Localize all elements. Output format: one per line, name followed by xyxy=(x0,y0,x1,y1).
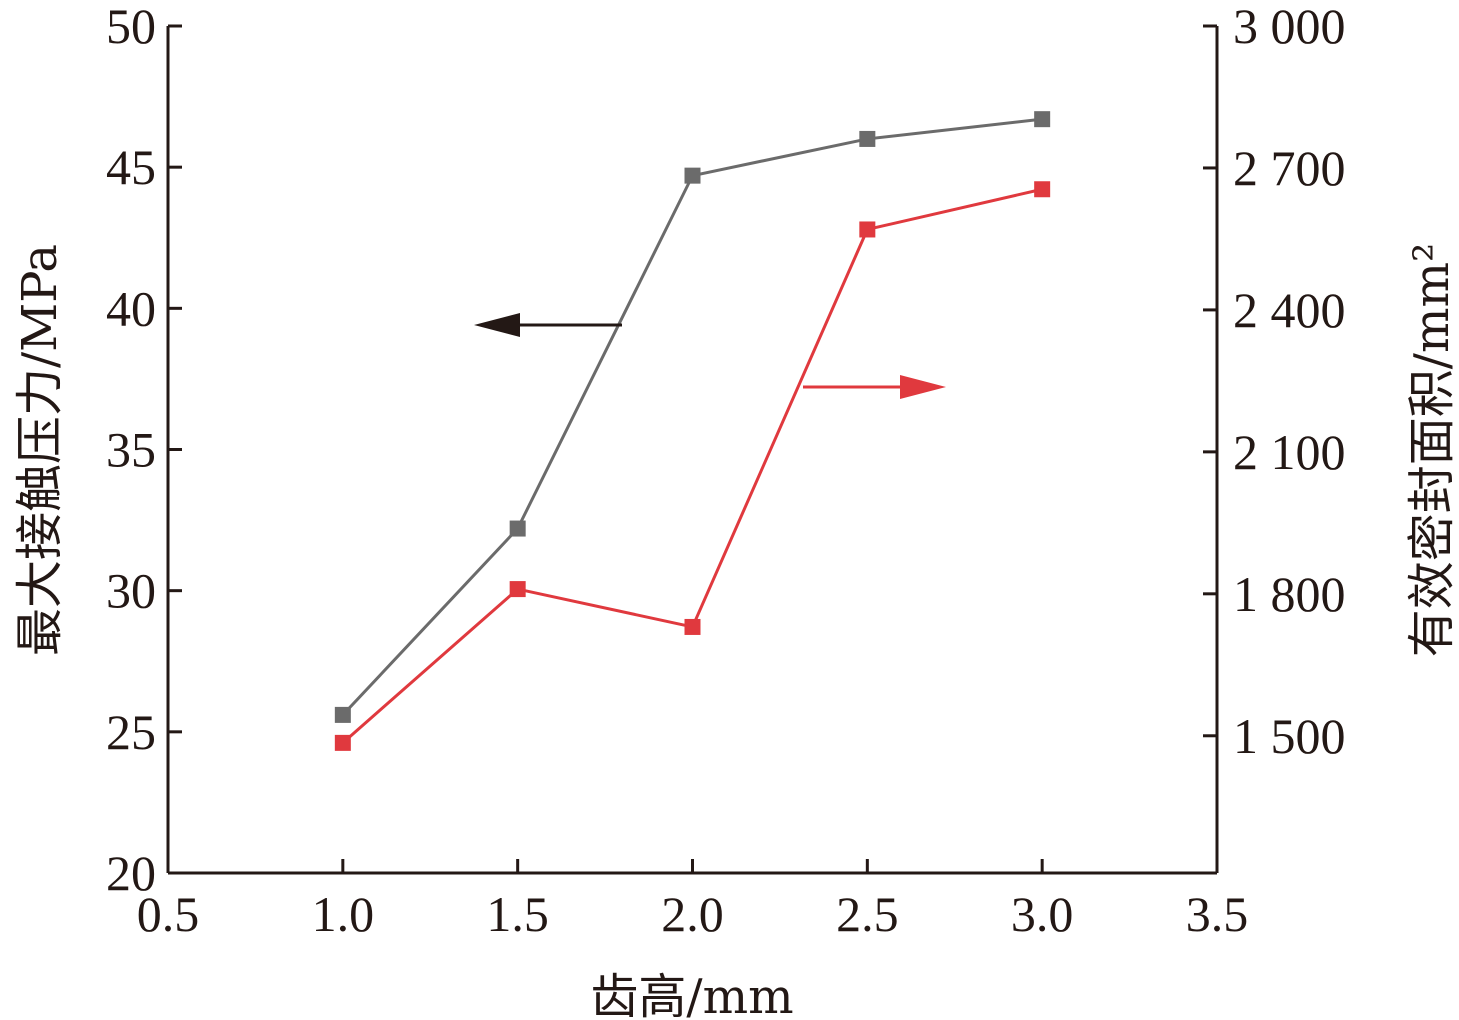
right-y-tick-label-3: 2 400 xyxy=(1233,282,1346,338)
left-y-tick-label-4: 40 xyxy=(106,280,156,336)
x-tick-label-5: 3.0 xyxy=(1011,886,1074,942)
tick-labels: 0.5 1.0 1.5 2.0 2.5 3.0 3.5 20 25 30 35 40 45 50 1 500… xyxy=(106,0,1346,942)
series-right-point-4 xyxy=(1034,181,1051,198)
right-y-tick-label-4: 2 700 xyxy=(1233,140,1346,196)
right-arrow-head xyxy=(900,375,946,399)
left-y-tick-label-1: 25 xyxy=(106,704,156,760)
x-tick-label-1: 1.0 xyxy=(312,886,375,942)
left-arrow-head xyxy=(474,313,520,337)
x-tick-label-6: 3.5 xyxy=(1186,886,1249,942)
right-y-tick-label-1: 1 800 xyxy=(1233,566,1346,622)
right-y-axis-title: 有效密封面积/mm² xyxy=(1404,243,1459,657)
x-tick-label-2: 1.5 xyxy=(486,886,549,942)
series-left-point-1 xyxy=(509,520,526,537)
left-y-tick-label-2: 30 xyxy=(106,563,156,619)
axes xyxy=(166,26,1219,875)
series-left-point-0 xyxy=(334,706,351,723)
ticks xyxy=(166,24,1219,875)
series-group xyxy=(334,111,1051,751)
left-y-tick-label-3: 35 xyxy=(106,422,156,478)
left-y-axis-title: 最大接触压力/MPa xyxy=(12,244,68,656)
series-left-point-4 xyxy=(1034,111,1051,128)
x-tick-label-4: 2.5 xyxy=(836,886,899,942)
right-y-tick-label-5: 3 000 xyxy=(1233,0,1346,54)
x-tick-label-0: 0.5 xyxy=(137,886,200,942)
series-right-point-1 xyxy=(509,581,526,598)
x-axis-title: 齿高/mm xyxy=(590,969,793,1020)
right-y-tick-label-0: 1 500 xyxy=(1233,708,1346,764)
series-right-point-3 xyxy=(859,221,876,238)
series-right-point-0 xyxy=(334,734,351,751)
x-tick-label-3: 2.0 xyxy=(661,886,724,942)
series-left-point-2 xyxy=(684,167,701,184)
annotations xyxy=(474,313,946,399)
left-y-tick-label-5: 45 xyxy=(106,139,156,195)
left-y-tick-label-0: 20 xyxy=(106,845,156,901)
series-left-point-3 xyxy=(859,130,876,147)
series-right-point-2 xyxy=(684,618,701,635)
series-right-line xyxy=(341,187,1043,745)
right-y-tick-label-2: 2 100 xyxy=(1233,424,1346,480)
left-y-tick-label-6: 50 xyxy=(106,0,156,54)
